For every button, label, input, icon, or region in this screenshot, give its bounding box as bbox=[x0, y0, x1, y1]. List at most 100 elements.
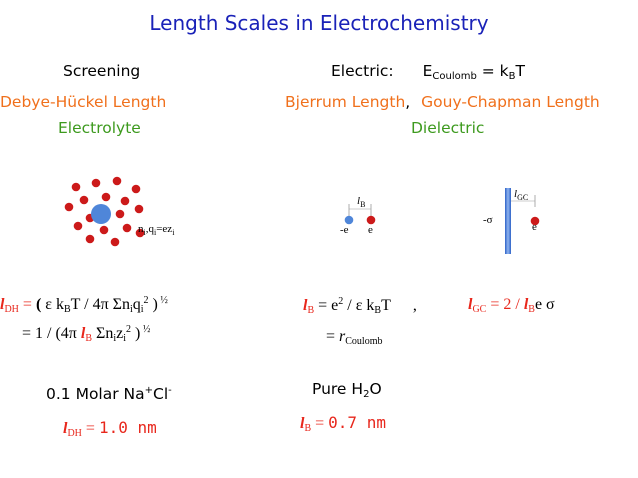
eq2-z: z bbox=[116, 325, 124, 342]
ion-q: ,q bbox=[145, 223, 154, 235]
gouy-chapman-label: Gouy-Chapman Length bbox=[421, 93, 600, 111]
debye-result: lDH = 1.0 nm bbox=[63, 418, 157, 439]
eqB-comma: , bbox=[412, 297, 417, 314]
eq1-body: ε k bbox=[45, 296, 64, 313]
bjerrum-lsub: B bbox=[360, 200, 366, 209]
bjerrum-l: l bbox=[357, 195, 361, 207]
eq1-q: q bbox=[132, 296, 141, 313]
dielectric-label: Dielectric bbox=[411, 119, 485, 137]
debye-result-value: 1.0 nm bbox=[98, 418, 157, 437]
length-names: Bjerrum Length, Gouy-Chapman Length bbox=[285, 93, 600, 111]
bjerrum-neg-label: -e bbox=[340, 224, 349, 236]
eq2-i2: i bbox=[123, 333, 126, 344]
eqGC-sub: GC bbox=[472, 304, 487, 315]
energy-subscript: Coulomb bbox=[432, 71, 477, 82]
bjerrum-label: Bjerrum Length bbox=[285, 93, 406, 111]
energy-equals: = k bbox=[476, 62, 509, 80]
electric-label: Electric: bbox=[331, 62, 394, 80]
eq1-close: ) bbox=[148, 296, 158, 313]
debye-result-sub: DH bbox=[67, 428, 82, 439]
bjerrum-result-sub: B bbox=[304, 423, 312, 434]
example-h: Pure H bbox=[312, 380, 364, 398]
eqB-eq: = e bbox=[314, 297, 339, 314]
eqGC-rest: e σ bbox=[534, 296, 555, 313]
ion-i2: i bbox=[153, 228, 157, 237]
eq2-i1: i bbox=[113, 333, 117, 344]
gouy-chapman-diagram bbox=[505, 188, 540, 254]
eq2-mid: Σn bbox=[92, 325, 114, 342]
eq2-close: ) bbox=[130, 325, 141, 342]
ion-cloud-diagram bbox=[64, 176, 145, 247]
eq2-sq: 2 bbox=[125, 324, 131, 335]
eq1-body2: T / 4π Σn bbox=[70, 296, 130, 313]
example-2: 2 bbox=[363, 389, 370, 400]
bjerrum-result-value: 0.7 nm bbox=[328, 413, 386, 432]
bjerrum-length-marker: lB bbox=[357, 195, 365, 209]
page-title: Length Scales in Electrochemistry bbox=[149, 11, 489, 35]
debye-result-l: l bbox=[63, 420, 68, 437]
eq1-i2: i bbox=[140, 304, 144, 315]
coulomb-eq: = bbox=[326, 328, 340, 345]
eq1-sub: DH bbox=[4, 304, 19, 315]
electrolyte-label: Electrolyte bbox=[58, 119, 141, 137]
example-na: 0.1 Molar Na bbox=[46, 385, 145, 403]
debye-equation-2: = 1 / (4π lB Σnizi2 ) ½ bbox=[22, 324, 150, 344]
names-comma: , bbox=[405, 93, 411, 111]
coulomb-equation: = rCoulomb bbox=[326, 328, 383, 347]
eqGC-eq: = 2 / bbox=[486, 296, 524, 313]
gc-l: l bbox=[514, 188, 518, 200]
eq2-l: l bbox=[80, 325, 86, 342]
example-minus: - bbox=[168, 385, 172, 396]
coulomb-sub: Coulomb bbox=[345, 336, 383, 347]
central-ion bbox=[91, 204, 111, 224]
ion-eq: =ez bbox=[156, 223, 173, 235]
temperature-symbol: T bbox=[515, 62, 526, 80]
electric-header: Electric: ECoulomb = kBT bbox=[331, 62, 525, 82]
eq1-half: ½ bbox=[157, 295, 168, 306]
debye-huckel-label: Debye-Hückel Length bbox=[0, 93, 167, 111]
eqGC-B: B bbox=[528, 304, 535, 315]
eqB-rest: / ε k bbox=[343, 297, 375, 314]
electrolyte-example: 0.1 Molar Na+Cl- bbox=[46, 385, 172, 403]
gc-positive-charge bbox=[530, 216, 540, 226]
eq1-i1: i bbox=[129, 304, 133, 315]
negative-charge bbox=[344, 215, 354, 225]
eqB-l: l bbox=[303, 297, 308, 314]
kb-subscript: B bbox=[508, 71, 516, 82]
gc-length-marker: lGC bbox=[514, 188, 528, 202]
bjerrum-result: lB = 0.7 nm bbox=[300, 413, 386, 434]
example-plus: + bbox=[144, 385, 154, 396]
ion-charge-label: ni,qi=ezi bbox=[138, 223, 174, 237]
gc-lsub: GC bbox=[517, 193, 529, 202]
bjerrum-equation: lB = e2 / ε kBT, bbox=[303, 296, 417, 316]
gc-sigma-label: -σ bbox=[483, 214, 493, 226]
gouy-chapman-equation: lGC = 2 / lBe σ bbox=[468, 296, 555, 315]
eqB-sub: B bbox=[307, 305, 315, 316]
eq1-open: ( bbox=[35, 296, 46, 313]
eqGC-l: l bbox=[468, 296, 473, 313]
energy-symbol: E bbox=[422, 62, 433, 80]
eq2-pre: = 1 / (4π bbox=[22, 325, 81, 342]
eq1-eq: = bbox=[18, 296, 36, 313]
bjerrum-diagram bbox=[344, 204, 376, 225]
eq2-B: B bbox=[85, 333, 92, 344]
charged-wall bbox=[505, 188, 511, 254]
positive-charge bbox=[366, 215, 376, 225]
gc-pos-label: e bbox=[532, 221, 537, 233]
bjerrum-pos-label: e bbox=[368, 224, 373, 236]
ion-i3: i bbox=[172, 228, 175, 237]
screening-header: Screening bbox=[63, 62, 141, 80]
ion-i1: i bbox=[143, 228, 146, 237]
eq2-half: ½ bbox=[140, 324, 151, 335]
coulomb-r: r bbox=[339, 328, 346, 345]
eqB-sq: 2 bbox=[338, 296, 344, 307]
eq1-B: B bbox=[63, 304, 71, 315]
example-cl: Cl bbox=[153, 385, 169, 403]
eqB-B: B bbox=[374, 305, 382, 316]
debye-result-eq: = bbox=[81, 420, 99, 437]
debye-equation-1: lDH = ( ε kBT / 4π Σniqi2 ) ½ bbox=[0, 295, 168, 315]
eqGC-l2: l bbox=[523, 296, 529, 313]
water-example: Pure H2O bbox=[312, 380, 382, 400]
ion-n: n bbox=[138, 223, 144, 235]
bjerrum-result-l: l bbox=[300, 415, 305, 432]
